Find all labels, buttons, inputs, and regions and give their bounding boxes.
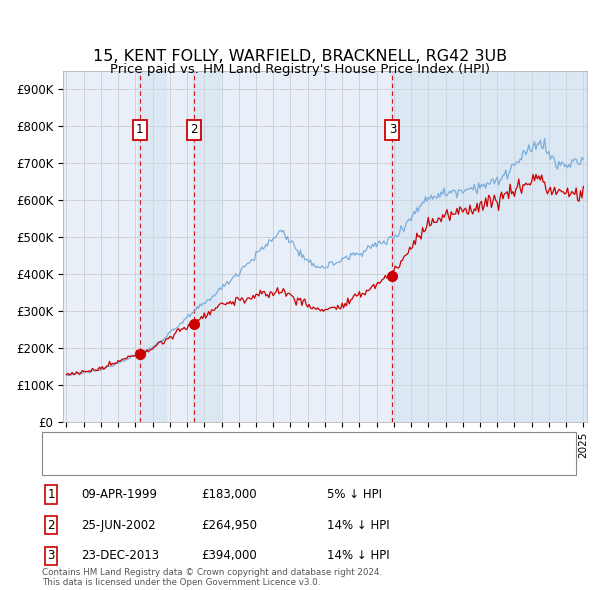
Text: 25-JUN-2002: 25-JUN-2002 — [81, 519, 155, 532]
Text: Contains HM Land Registry data © Crown copyright and database right 2024.
This d: Contains HM Land Registry data © Crown c… — [42, 568, 382, 587]
Text: 3: 3 — [389, 123, 396, 136]
Bar — [193, 71, 220, 422]
Text: 5% ↓ HPI: 5% ↓ HPI — [327, 488, 382, 501]
Bar — [138, 71, 166, 422]
Text: Price paid vs. HM Land Registry's House Price Index (HPI): Price paid vs. HM Land Registry's House … — [110, 63, 490, 76]
Text: £264,950: £264,950 — [201, 519, 257, 532]
Text: 15, KENT FOLLY, WARFIELD, BRACKNELL, RG42 3UB (detached house): 15, KENT FOLLY, WARFIELD, BRACKNELL, RG4… — [87, 440, 449, 450]
Text: £394,000: £394,000 — [201, 549, 257, 562]
Text: 14% ↓ HPI: 14% ↓ HPI — [327, 549, 389, 562]
Text: 14% ↓ HPI: 14% ↓ HPI — [327, 519, 389, 532]
Text: 15, KENT FOLLY, WARFIELD, BRACKNELL, RG42 3UB: 15, KENT FOLLY, WARFIELD, BRACKNELL, RG4… — [93, 49, 507, 64]
Text: 09-APR-1999: 09-APR-1999 — [81, 488, 157, 501]
Text: 23-DEC-2013: 23-DEC-2013 — [81, 549, 159, 562]
Text: 2: 2 — [190, 123, 198, 136]
Text: 1: 1 — [47, 488, 55, 501]
Text: 2: 2 — [47, 519, 55, 532]
Text: 3: 3 — [47, 549, 55, 562]
Bar — [391, 71, 587, 422]
Text: HPI: Average price, detached house, Bracknell Forest: HPI: Average price, detached house, Brac… — [87, 460, 364, 469]
Text: £183,000: £183,000 — [201, 488, 257, 501]
Text: 1: 1 — [136, 123, 143, 136]
